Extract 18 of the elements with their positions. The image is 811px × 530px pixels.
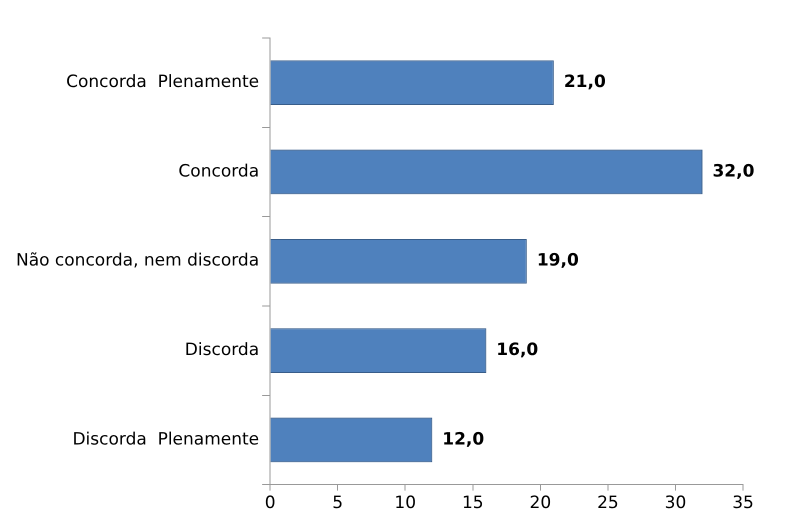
y-tick-label: Concorda <box>178 161 260 182</box>
y-tick-label: Discorda <box>184 340 260 360</box>
x-tick-label: 20 <box>530 493 552 514</box>
y-tick-label: Discorda Plenamente <box>72 429 260 450</box>
data-label: 19,0 <box>536 250 579 271</box>
x-tick-label: 0 <box>264 493 276 514</box>
data-label: 12,0 <box>442 429 484 450</box>
data-label: 32,0 <box>712 161 755 182</box>
x-tick-label: 30 <box>664 493 686 514</box>
x-tick-label: 5 <box>332 493 344 514</box>
data-label: 21,0 <box>564 72 606 92</box>
x-tick-label: 15 <box>462 493 484 514</box>
x-tick-label: 25 <box>597 493 619 514</box>
y-tick-label: Não concorda, nem discorda <box>16 250 260 271</box>
x-tick-label: 10 <box>394 493 416 514</box>
data-label: 16,0 <box>496 340 538 360</box>
y-tick-label: Concorda Plenamente <box>66 72 260 92</box>
x-tick-label: 35 <box>732 493 754 514</box>
